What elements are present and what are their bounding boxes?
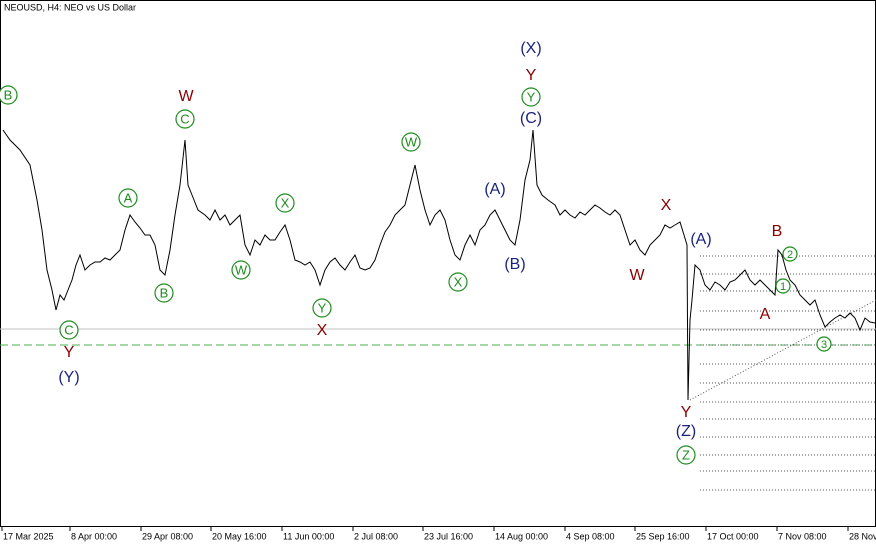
wave-label: Y	[526, 67, 537, 84]
wave-circle	[775, 278, 791, 294]
wave-label: B	[160, 285, 169, 300]
wave-label: X	[661, 197, 672, 214]
wave-label: W	[235, 262, 248, 277]
trend-line	[689, 299, 876, 401]
wave-label: B	[772, 223, 783, 240]
wave-label: (Z)	[676, 423, 696, 440]
wave-circle	[401, 132, 421, 152]
x-tick-label: 4 Sep 08:00	[566, 531, 615, 541]
x-tick-label: 20 May 16:00	[212, 531, 267, 541]
wave-label: A	[760, 306, 771, 323]
wave-circle	[231, 260, 251, 280]
wave-label: W	[405, 134, 418, 149]
wave-circle	[154, 283, 174, 303]
wave-label: (C)	[520, 110, 542, 127]
x-tick-label: 23 Jul 16:00	[424, 531, 473, 541]
wave-circle	[312, 298, 332, 318]
chart-title: NEOUSD, H4: NEO vs US Dollar	[4, 2, 136, 12]
x-tick-label: 25 Sep 16:00	[636, 531, 690, 541]
wave-label: W	[178, 88, 194, 105]
wave-label: X	[454, 274, 463, 289]
wave-circle	[448, 272, 468, 292]
wave-label: C	[64, 322, 73, 337]
wave-label: B	[4, 87, 13, 102]
wave-label: (A)	[484, 181, 505, 198]
wave-circle	[782, 246, 798, 262]
plot-frame	[0, 0, 876, 527]
wave-label: C	[180, 111, 189, 126]
x-tick-label: 14 Aug 00:00	[495, 531, 548, 541]
wave-circle	[275, 193, 295, 213]
x-tick-label: 2 Jul 08:00	[354, 531, 398, 541]
wave-label: (A)	[690, 231, 711, 248]
wave-label: X	[281, 195, 290, 210]
x-tick-label: 17 Mar 2025	[3, 531, 54, 541]
wave-label: X	[317, 322, 328, 339]
wave-label: (B)	[504, 256, 525, 273]
x-tick-label: 11 Jun 00:00	[283, 531, 334, 541]
wave-label: Y	[64, 344, 75, 361]
wave-label: 2	[787, 249, 793, 261]
wave-circle	[521, 87, 541, 107]
wave-circle	[118, 188, 138, 208]
wave-label: 3	[821, 339, 827, 351]
wave-label: Z	[682, 447, 690, 462]
wave-label: 1	[780, 281, 786, 293]
wave-label: Y	[318, 300, 327, 315]
wave-circle	[0, 85, 18, 105]
wave-label: A	[124, 190, 133, 205]
x-tick-label: 17 Oct 00:00	[707, 531, 759, 541]
price-line	[2, 129, 876, 401]
x-tick-label: 29 Apr 08:00	[142, 531, 193, 541]
wave-label: (Y)	[58, 369, 79, 386]
wave-circle	[175, 109, 195, 129]
wave-label: W	[629, 267, 645, 284]
wave-circle	[676, 445, 696, 465]
wave-label: Y	[681, 404, 692, 421]
x-tick-label: 8 Apr 00:00	[71, 531, 117, 541]
wave-label: Y	[527, 89, 536, 104]
wave-circle	[59, 320, 79, 340]
wave-label: (X)	[520, 40, 541, 57]
x-tick-label: 28 Nov	[849, 531, 876, 541]
wave-circle	[816, 336, 832, 352]
x-tick-label: 7 Nov 08:00	[778, 531, 827, 541]
